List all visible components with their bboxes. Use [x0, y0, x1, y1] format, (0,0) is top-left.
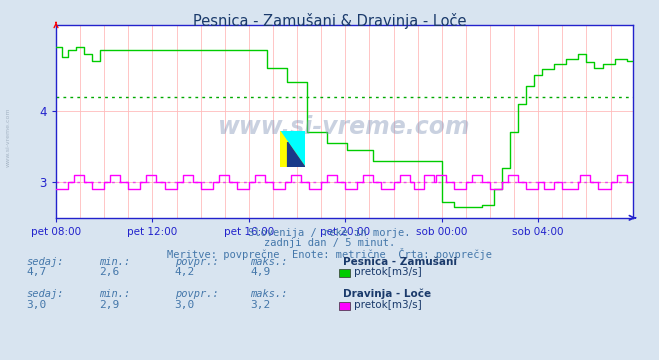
Text: povpr.:: povpr.:: [175, 257, 218, 267]
Text: pretok[m3/s]: pretok[m3/s]: [354, 267, 422, 278]
Text: min.:: min.:: [99, 289, 130, 299]
Text: 3,0: 3,0: [26, 300, 47, 310]
Text: 2,6: 2,6: [99, 267, 119, 278]
Text: pretok[m3/s]: pretok[m3/s]: [354, 300, 422, 310]
Text: sedaj:: sedaj:: [26, 289, 64, 299]
Text: Pesnica - Zamušani & Dravinja - Loče: Pesnica - Zamušani & Dravinja - Loče: [192, 13, 467, 28]
Text: www.si-vreme.com: www.si-vreme.com: [218, 115, 471, 139]
Text: Slovenija / reke in morje.: Slovenija / reke in morje.: [248, 228, 411, 238]
Text: 4,2: 4,2: [175, 267, 195, 278]
Text: 3,2: 3,2: [250, 300, 271, 310]
Polygon shape: [280, 131, 305, 167]
Text: Pesnica - Zamušani: Pesnica - Zamušani: [343, 257, 457, 267]
Text: 4,9: 4,9: [250, 267, 271, 278]
Text: povpr.:: povpr.:: [175, 289, 218, 299]
Text: sedaj:: sedaj:: [26, 257, 64, 267]
Text: www.si-vreme.com: www.si-vreme.com: [5, 107, 11, 167]
Text: 4,7: 4,7: [26, 267, 47, 278]
Text: Dravinja - Loče: Dravinja - Loče: [343, 288, 431, 299]
Polygon shape: [287, 142, 305, 167]
Text: Meritve: povprečne  Enote: metrične  Črta: povprečje: Meritve: povprečne Enote: metrične Črta:…: [167, 248, 492, 260]
Text: 3,0: 3,0: [175, 300, 195, 310]
Text: maks.:: maks.:: [250, 257, 288, 267]
Text: min.:: min.:: [99, 257, 130, 267]
Polygon shape: [280, 131, 305, 167]
Text: 2,9: 2,9: [99, 300, 119, 310]
Text: zadnji dan / 5 minut.: zadnji dan / 5 minut.: [264, 238, 395, 248]
Text: maks.:: maks.:: [250, 289, 288, 299]
